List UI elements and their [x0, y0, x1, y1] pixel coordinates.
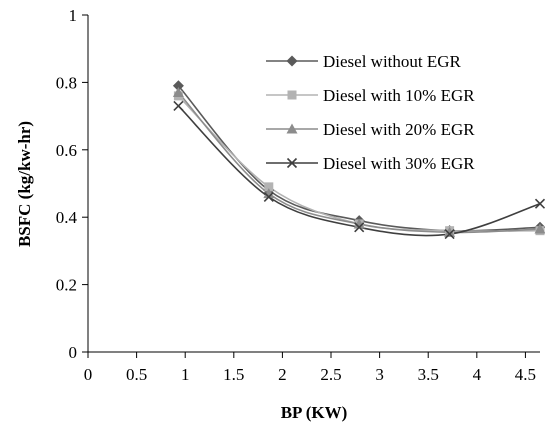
x-tick-label: 2.5 [320, 365, 341, 384]
x-tick-label: 1.5 [223, 365, 244, 384]
legend-marker-triangle [286, 123, 298, 134]
y-tick-label: 0.8 [56, 73, 77, 92]
legend-label-4: Diesel with 30% EGR [323, 154, 475, 173]
legend-marker-x [286, 157, 298, 169]
x-tick-label: 3.5 [418, 365, 439, 384]
x-tick-label: 4.5 [515, 365, 536, 384]
data-point-square [264, 182, 274, 192]
x-tick-label: 0.5 [126, 365, 147, 384]
x-tick-label: 2 [278, 365, 287, 384]
data-point-triangle [444, 226, 456, 237]
x-tick-label: 3 [375, 365, 384, 384]
x-axis-ticks: 0 0.5 1 1.5 2 2.5 3 3.5 4 4.5 [84, 352, 536, 384]
axes [87, 15, 540, 353]
x-tick-label: 0 [84, 365, 93, 384]
y-axis-ticks: 0 0.2 0.4 0.6 0.8 1 [56, 6, 88, 362]
legend-label-2: Diesel with 10% EGR [323, 86, 475, 105]
data-point-x [263, 191, 274, 203]
legend-marker-square [287, 90, 297, 100]
data-point-x [173, 100, 184, 112]
data-point-x [534, 198, 545, 209]
data-point-triangle [172, 87, 184, 98]
data-point-diamond [172, 80, 184, 92]
data-point-x [354, 222, 365, 233]
y-tick-label: 0.4 [56, 208, 78, 227]
data-point-x [444, 228, 455, 240]
x-axis-title: BP (KW) [281, 403, 348, 422]
y-tick-label: 0 [69, 343, 78, 362]
x-tick-label: 4 [473, 365, 482, 384]
legend: Diesel without EGR Diesel with 10% EGR Die… [266, 52, 475, 173]
y-tick-label: 1 [69, 6, 78, 25]
y-tick-label: 0.2 [56, 276, 77, 295]
data-point-triangle [534, 223, 545, 234]
x-tick-label: 1 [181, 365, 190, 384]
data-point-triangle [353, 218, 365, 229]
data-point-triangle [263, 188, 275, 199]
legend-marker-diamond [286, 55, 298, 67]
y-axis-title: BSFC (kg/kw-hr) [15, 121, 34, 247]
legend-label-1: Diesel without EGR [323, 52, 462, 71]
legend-label-3: Diesel with 20% EGR [323, 120, 475, 139]
series-markers [172, 80, 545, 240]
y-tick-label: 0.6 [56, 141, 77, 160]
